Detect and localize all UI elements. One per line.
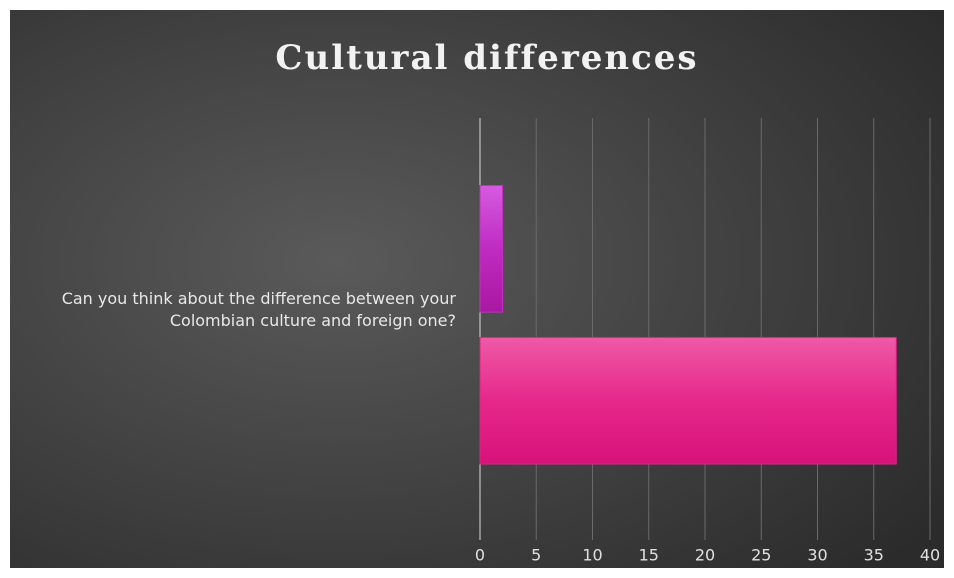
- x-tick-label: 10: [582, 546, 602, 565]
- x-tick-label: 0: [475, 546, 485, 565]
- x-tick-label: 35: [864, 546, 884, 565]
- chart-background: [10, 10, 944, 568]
- bar: [479, 336, 897, 465]
- chart-title: Cultural differences: [275, 38, 698, 78]
- x-tick-label: 40: [920, 546, 940, 565]
- x-tick-label: 20: [695, 546, 715, 565]
- bar: [479, 185, 503, 313]
- x-tick-label: 5: [531, 546, 541, 565]
- x-tick-label: 15: [639, 546, 659, 565]
- category-label: Can you think about the difference betwe…: [61, 289, 456, 330]
- x-tick-label: 30: [807, 546, 827, 565]
- x-tick-label: 25: [751, 546, 771, 565]
